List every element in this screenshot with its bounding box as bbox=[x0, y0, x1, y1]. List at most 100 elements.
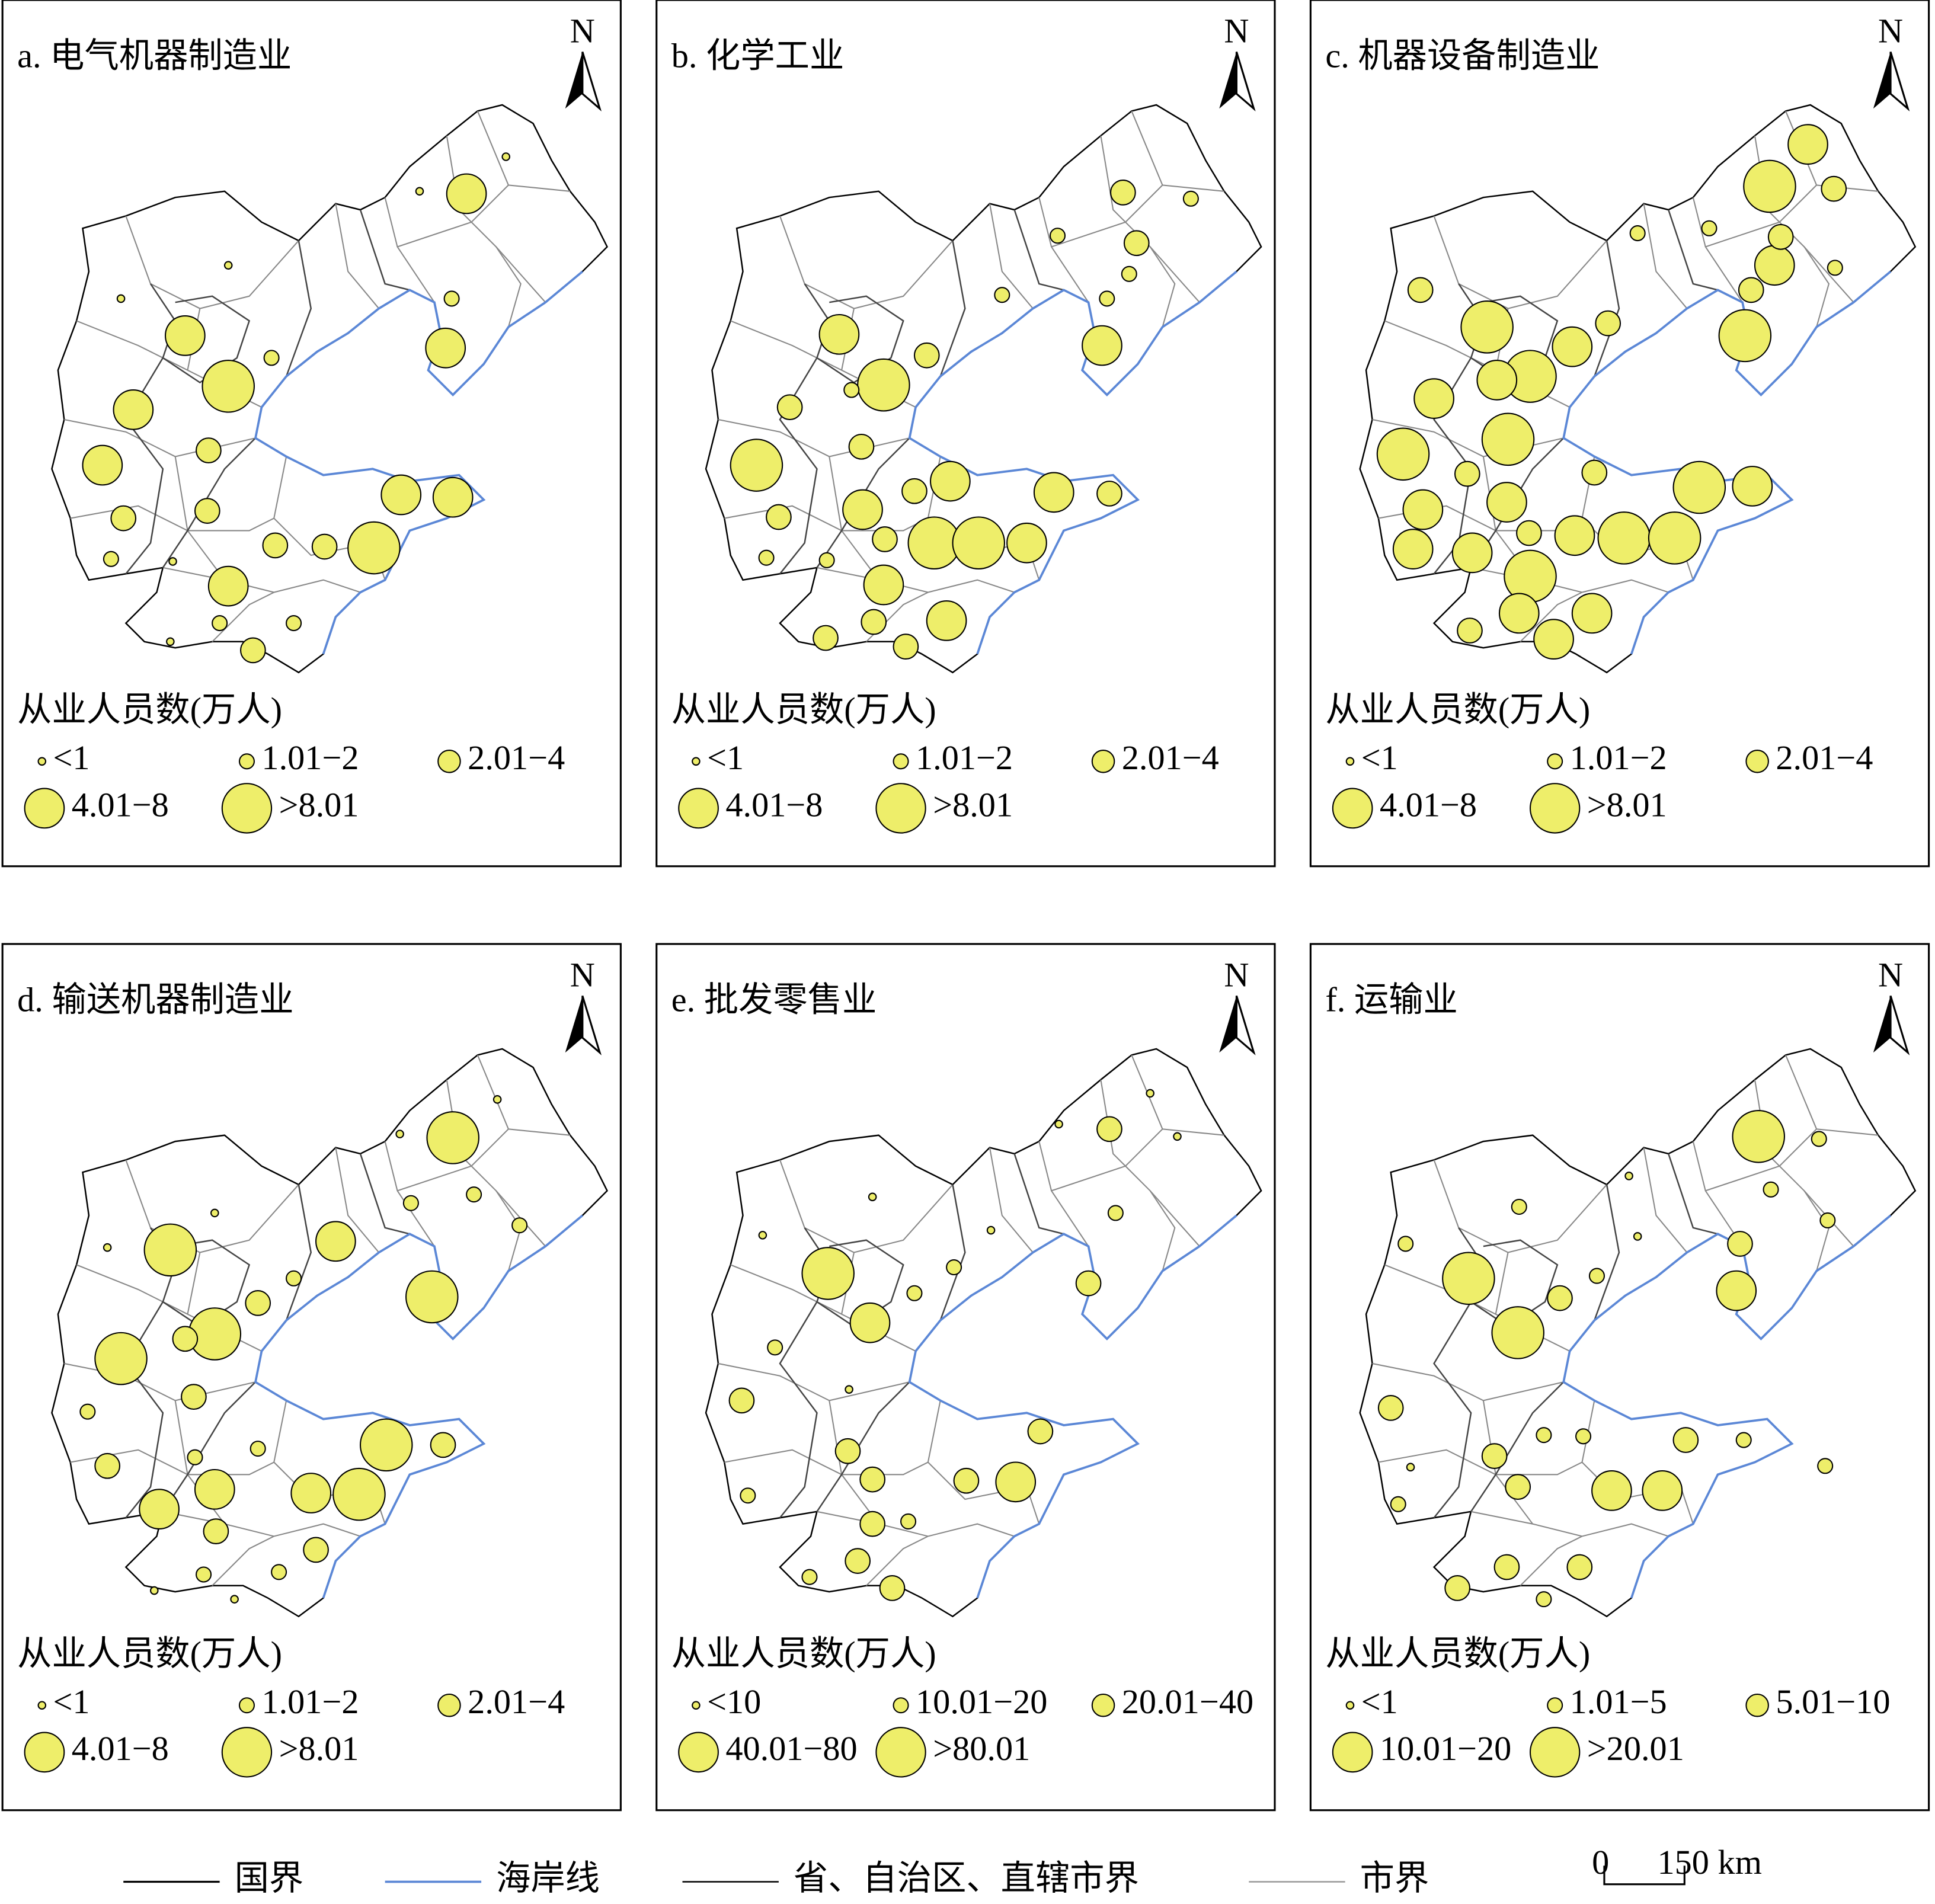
legend-symbol bbox=[875, 783, 926, 834]
site-circle bbox=[94, 1332, 148, 1385]
legend-symbol bbox=[893, 753, 909, 770]
site-circle bbox=[1476, 360, 1518, 401]
legend-symbol bbox=[1547, 753, 1563, 770]
north-arrow bbox=[1889, 52, 1910, 111]
legend-label: 10.01−20 bbox=[916, 1682, 1047, 1721]
city-boundary bbox=[1803, 246, 1830, 328]
north-label: N bbox=[1878, 12, 1903, 50]
city-boundary bbox=[1532, 1523, 1669, 1537]
site-circle bbox=[767, 1339, 783, 1356]
site-circle bbox=[1566, 1554, 1593, 1580]
site-circle bbox=[1054, 1119, 1063, 1129]
site-circle bbox=[1811, 1131, 1827, 1147]
city-boundary bbox=[730, 320, 842, 371]
legend-label: 5.01−10 bbox=[1776, 1682, 1890, 1721]
legend-label: 1.01−2 bbox=[916, 738, 1013, 777]
site-circle bbox=[1376, 427, 1430, 481]
north-label: N bbox=[1224, 12, 1249, 50]
site-circle bbox=[842, 489, 883, 530]
site-circle bbox=[79, 1403, 96, 1420]
legend-symbol bbox=[1529, 1727, 1581, 1778]
legend-symbol bbox=[24, 1732, 65, 1773]
legend-line-label: 海岸线 bbox=[496, 1859, 600, 1897]
city-boundary bbox=[76, 320, 188, 371]
legend-label: >8.01 bbox=[279, 1729, 359, 1768]
site-circle bbox=[1491, 1306, 1544, 1359]
site-circle bbox=[845, 1385, 853, 1394]
site-circle bbox=[868, 1192, 877, 1202]
legend-label: >8.01 bbox=[933, 785, 1013, 824]
panel-title: e. 批发零售业 bbox=[671, 980, 877, 1019]
site-circle bbox=[415, 187, 424, 196]
site-circle bbox=[1763, 1181, 1779, 1198]
site-circle bbox=[1595, 310, 1621, 337]
legend-label: >8.01 bbox=[279, 785, 359, 824]
site-circle bbox=[240, 637, 266, 664]
site-circle bbox=[1732, 466, 1773, 507]
site-circle bbox=[849, 1302, 891, 1343]
site-circle bbox=[845, 1548, 871, 1574]
site-circle bbox=[425, 327, 466, 369]
panel-title: f. 运输业 bbox=[1325, 980, 1457, 1019]
site-circle bbox=[1743, 159, 1796, 213]
legend-label: <1 bbox=[53, 738, 90, 777]
legend-label: 4.01−8 bbox=[72, 785, 169, 824]
site-circle bbox=[1033, 472, 1074, 513]
site-circle bbox=[290, 1473, 332, 1513]
city-boundary bbox=[1705, 184, 1817, 248]
panel-title: a. 电气机器制造业 bbox=[17, 36, 292, 75]
site-circle bbox=[1511, 1198, 1527, 1215]
city-boundary bbox=[1100, 135, 1200, 303]
coastline bbox=[1562, 1214, 1892, 1599]
site-circle bbox=[1718, 309, 1772, 363]
site-circle bbox=[1716, 1270, 1757, 1311]
city-boundary bbox=[1643, 1147, 1688, 1253]
legend-label: 1.01−2 bbox=[261, 738, 359, 777]
city-boundary bbox=[335, 203, 380, 309]
site-circle bbox=[1732, 1110, 1786, 1163]
site-circle bbox=[1738, 277, 1764, 303]
legend-title: 从业人员数(万人) bbox=[1325, 1634, 1590, 1673]
site-circle bbox=[801, 1569, 818, 1585]
city-boundary bbox=[866, 1535, 929, 1586]
city-boundary bbox=[212, 1535, 274, 1586]
site-circle bbox=[863, 564, 904, 606]
site-circle bbox=[818, 313, 860, 355]
city-boundary bbox=[1051, 1128, 1163, 1192]
province-boundary bbox=[779, 1301, 818, 1519]
site-circle bbox=[1591, 1470, 1632, 1511]
site-circle bbox=[402, 1195, 419, 1211]
site-circle bbox=[758, 549, 775, 566]
city-boundary bbox=[989, 203, 1034, 309]
province-boundary bbox=[1470, 1381, 1565, 1512]
legend-line-label: 省、自治区、直辖市界 bbox=[794, 1859, 1139, 1897]
site-circle bbox=[286, 1270, 302, 1287]
city-boundary bbox=[174, 1400, 188, 1475]
site-circle bbox=[311, 533, 338, 560]
province-boundary bbox=[359, 1153, 410, 1235]
site-circle bbox=[1672, 1427, 1699, 1453]
city-boundary bbox=[730, 1264, 842, 1315]
coastline bbox=[1562, 270, 1892, 655]
city-boundary bbox=[1532, 579, 1669, 593]
site-circle bbox=[861, 609, 887, 635]
site-circle bbox=[511, 1217, 528, 1234]
site-circle bbox=[315, 1221, 356, 1262]
site-circle bbox=[1481, 1443, 1508, 1469]
site-circle bbox=[1588, 1268, 1605, 1284]
site-circle bbox=[1173, 1132, 1182, 1141]
legend-symbol bbox=[37, 1701, 47, 1710]
legend-symbol bbox=[1091, 750, 1115, 773]
site-circle bbox=[1096, 481, 1122, 507]
province-boundary bbox=[939, 1184, 966, 1321]
site-circle bbox=[263, 350, 280, 366]
legend-label: 2.01−4 bbox=[468, 1682, 565, 1721]
map-panel: a. 电气机器制造业 N 从业人员数(万人) <1 1.01−2 2.01−4 4.01−8… bbox=[1, 0, 622, 868]
site-circle bbox=[113, 389, 154, 430]
site-circle bbox=[395, 1129, 404, 1138]
city-boundary bbox=[1372, 1362, 1564, 1401]
legend-symbol bbox=[1332, 1732, 1373, 1773]
site-circle bbox=[196, 437, 222, 463]
legend-symbol bbox=[893, 1697, 909, 1714]
legend-symbol bbox=[1529, 783, 1581, 834]
